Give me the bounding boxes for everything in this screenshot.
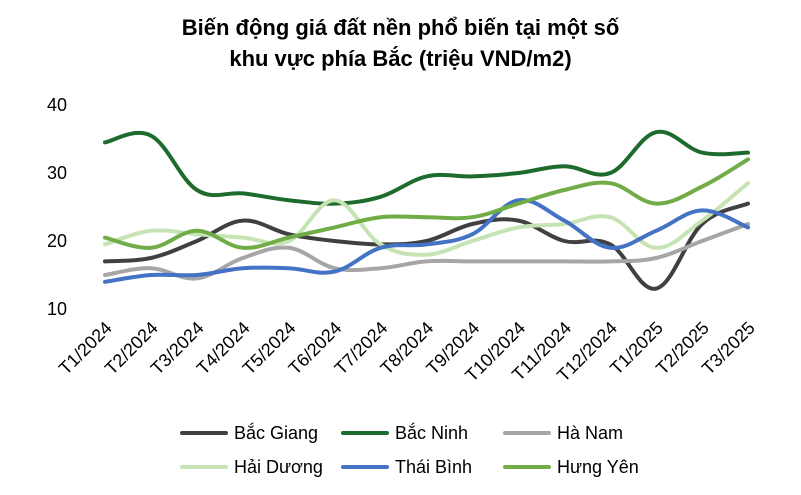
x-axis: T1/2024T2/2024T3/2024T4/2024T5/2024T6/20… — [55, 318, 759, 386]
legend-label: Thái Bình — [395, 457, 472, 477]
series-lines — [103, 129, 750, 291]
series-line-hung-yen — [103, 157, 750, 250]
series-line-bac-ninh — [103, 129, 750, 206]
legend-label: Hà Nam — [557, 423, 623, 443]
legend-label: Hưng Yên — [557, 457, 639, 477]
series-line-thai-binh — [103, 198, 750, 284]
y-tick-label: 40 — [47, 95, 67, 115]
y-tick-label: 20 — [47, 231, 67, 251]
series-line-bac-giang — [103, 201, 750, 291]
chart-title: Biến động giá đất nền phổ biến tại một s… — [0, 12, 801, 74]
y-tick-label: 30 — [47, 163, 67, 183]
chart-title-line1: Biến động giá đất nền phổ biến tại một s… — [181, 15, 620, 40]
y-tick-label: 10 — [47, 299, 67, 319]
y-axis: 10 20 30 40 — [47, 95, 67, 319]
legend-label: Hải Dương — [234, 457, 323, 477]
legend-label: Bắc Giang — [234, 422, 318, 443]
legend: Bắc Giang Bắc Ninh Hà Nam Hải Dương Thái Bìn… — [180, 422, 639, 477]
chart-title-line2: khu vực phía Bắc (triệu VND/m2) — [229, 46, 572, 71]
legend-label: Bắc Ninh — [395, 422, 468, 443]
